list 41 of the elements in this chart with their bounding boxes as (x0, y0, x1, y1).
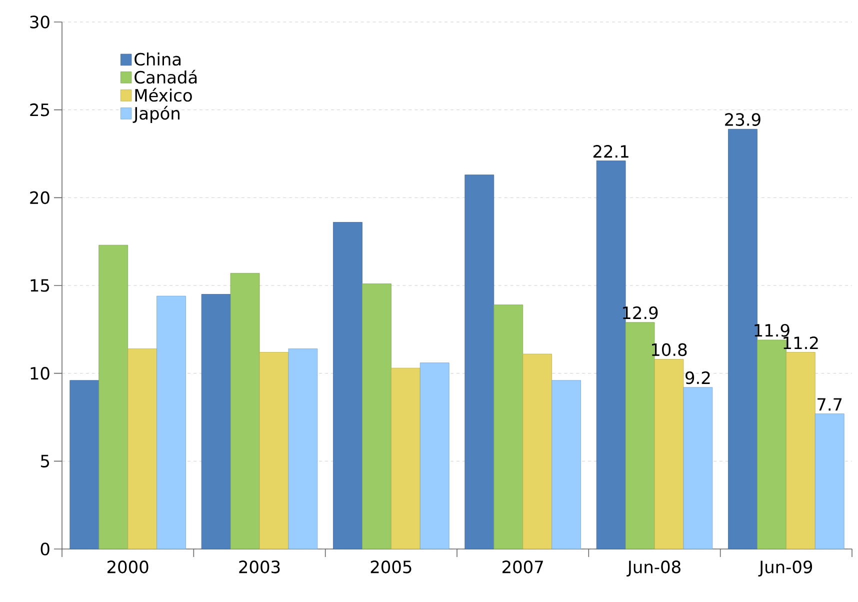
data-label: 9.2 (686, 371, 710, 384)
x-tick-label: 2000 (108, 560, 148, 574)
x-tick-label: 2005 (370, 560, 412, 574)
data-label: 22.1 (593, 144, 628, 158)
y-tick-label: 10 (30, 366, 50, 380)
bar (494, 304, 524, 550)
legend-label: México (135, 88, 192, 102)
x-tick-label: Jun-09 (758, 560, 812, 576)
bar (390, 368, 420, 550)
bar (333, 222, 362, 550)
data-label: 23.9 (725, 113, 760, 126)
bar (522, 354, 552, 550)
data-label: 7.7 (818, 398, 842, 411)
bar (70, 380, 100, 550)
bar (128, 348, 157, 550)
bar (259, 352, 289, 550)
x-tick-label: Jun-08 (626, 560, 680, 576)
y-tick-label: 15 (30, 279, 49, 292)
legend-label: Japón (132, 106, 180, 123)
bar (288, 348, 318, 550)
y-tick-label: 30 (30, 16, 50, 28)
legend-label: China (134, 52, 181, 66)
legend-label: Canadá (134, 70, 197, 84)
bar (654, 359, 684, 550)
bar (420, 362, 450, 550)
x-tick-label: 2007 (502, 560, 543, 574)
y-tick-label: 5 (41, 454, 49, 468)
bar (362, 284, 392, 550)
y-tick-label: 20 (30, 191, 50, 204)
bar (230, 273, 260, 550)
bar (464, 174, 494, 550)
bar (98, 244, 128, 550)
bar (786, 352, 816, 550)
bar (552, 380, 581, 550)
bar (201, 294, 231, 550)
x-tick-label: 2003 (239, 560, 280, 574)
y-tick-label: 0 (40, 542, 50, 556)
bar (156, 296, 186, 550)
bar (814, 414, 844, 550)
y-tick-label: 25 (30, 103, 49, 116)
bar (683, 387, 713, 550)
